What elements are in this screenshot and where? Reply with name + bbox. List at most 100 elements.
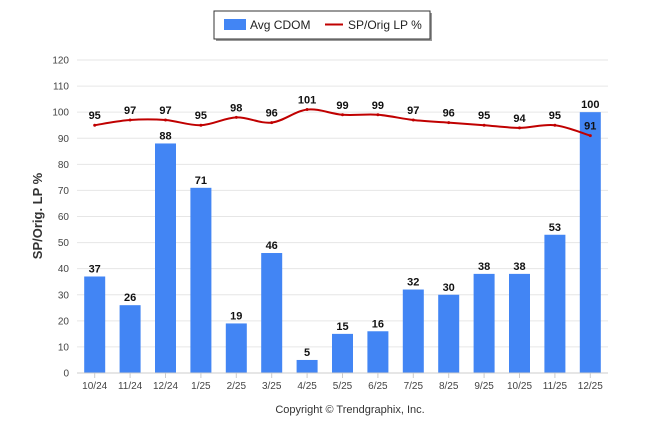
- line-value-label: 99: [372, 100, 384, 112]
- line-value-label: 95: [89, 110, 101, 122]
- line-point: [305, 108, 309, 112]
- x-tick-label: 2/25: [227, 381, 247, 392]
- line-value-label: 95: [195, 110, 207, 122]
- bar: [225, 323, 247, 373]
- y-tick-label: 30: [58, 290, 70, 301]
- line-value-label: 91: [584, 121, 596, 133]
- x-tick-label: 12/24: [153, 381, 178, 392]
- bar: [402, 289, 424, 373]
- bar-value-label: 38: [478, 261, 490, 273]
- x-tick-label: 10/24: [82, 381, 107, 392]
- y-tick-label: 20: [58, 316, 70, 327]
- bar-value-label: 46: [266, 240, 278, 252]
- y-tick-label: 110: [53, 82, 69, 93]
- bar: [579, 112, 601, 374]
- bar: [438, 294, 460, 373]
- y-tick-label: 80: [58, 160, 70, 171]
- line-point: [341, 113, 344, 117]
- axes: 0 10 20 30 40 50 60 70 80 90 100 110 120 10/24 11/24 12…: [52, 56, 608, 392]
- bar: [544, 234, 566, 373]
- line-value-label: 94: [513, 113, 526, 125]
- line-point: [234, 115, 238, 119]
- line-value-label: 101: [298, 95, 316, 107]
- line-value-label: 95: [478, 110, 490, 122]
- bar-value-label: 19: [230, 310, 242, 322]
- line-value-label: 96: [266, 108, 278, 120]
- line-value-label: 95: [549, 110, 561, 122]
- line-point: [93, 123, 97, 127]
- bar-value-label: 37: [89, 263, 101, 275]
- x-tick-label: 4/25: [297, 381, 317, 392]
- bar-value-label: 53: [549, 222, 561, 234]
- y-tick-label: 100: [52, 108, 69, 119]
- line-point: [482, 123, 486, 127]
- bar-value-label: 5: [304, 347, 310, 359]
- bar-value-label: 32: [407, 277, 419, 289]
- bar: [155, 143, 176, 373]
- bar: [261, 253, 283, 373]
- bar-value-label: 26: [124, 292, 136, 304]
- x-tick-label: 6/25: [368, 381, 388, 392]
- line-point: [376, 113, 380, 117]
- legend-bar-swatch: [224, 19, 246, 30]
- line-point: [270, 121, 274, 125]
- legend-bar-label: Avg CDOM: [250, 18, 310, 32]
- line-point: [199, 123, 203, 127]
- line-value-label: 97: [159, 105, 171, 117]
- x-tick-label: 8/25: [439, 381, 459, 392]
- line-point: [518, 126, 521, 130]
- x-tick-label: 12/25: [578, 381, 603, 392]
- bar-value-label: 38: [513, 261, 525, 273]
- bar-value-label: 16: [372, 318, 384, 330]
- line-series: [93, 108, 592, 138]
- line-value-label: 98: [230, 102, 242, 114]
- line-point: [164, 118, 167, 122]
- legend-box: [213, 10, 431, 40]
- bar-series: [84, 112, 601, 374]
- bar: [84, 276, 106, 373]
- bar: [509, 273, 530, 373]
- line-value-label: 97: [407, 105, 419, 117]
- x-tick-label: 1/25: [191, 381, 211, 392]
- line-value-label: 96: [443, 108, 455, 120]
- y-tick-label: 0: [63, 369, 69, 380]
- bar-value-label: 88: [159, 130, 171, 142]
- y-tick-label: 60: [58, 212, 70, 223]
- line-value-label: 99: [336, 100, 348, 112]
- x-tick-label: 11/25: [543, 381, 568, 392]
- legend[interactable]: Avg CDOM SP/Orig LP %: [213, 10, 432, 41]
- line-value-label: 97: [124, 105, 136, 117]
- x-tick-label: 9/25: [474, 381, 494, 392]
- y-axis-title: SP/Orig. LP %: [30, 172, 45, 259]
- line-point: [128, 118, 132, 122]
- bar-value-label: 30: [443, 282, 455, 294]
- y-tick-label: 40: [58, 264, 70, 275]
- y-tick-label: 70: [58, 186, 70, 197]
- x-tick-label: 5/25: [333, 381, 353, 392]
- line-point: [411, 118, 415, 122]
- line-point: [553, 123, 557, 127]
- line-point: [447, 121, 451, 125]
- x-tick-label: 7/25: [404, 381, 424, 392]
- bar: [367, 331, 389, 373]
- bar: [332, 333, 353, 373]
- y-tick-label: 90: [58, 134, 70, 145]
- bar-value-label: 15: [336, 321, 348, 333]
- bar-value-label: 100: [581, 99, 599, 111]
- bar: [119, 305, 141, 373]
- y-tick-label: 10: [58, 342, 70, 353]
- x-tick-label: 10/25: [507, 381, 532, 392]
- x-tick-label: 11/24: [118, 381, 143, 392]
- x-tick-label: 3/25: [262, 381, 282, 392]
- bar: [296, 359, 318, 373]
- y-tick-label: 120: [52, 56, 69, 67]
- line-point: [588, 134, 592, 138]
- copyright-text: Copyright © Trendgraphix, Inc.: [275, 404, 424, 416]
- bar: [190, 187, 212, 373]
- data-labels: 37 26 88 71 19 46 5 15 16 32 30 38 38 53 100 95 97 97 95 98…: [89, 95, 600, 359]
- legend-line-label: SP/Orig LP %: [348, 18, 422, 32]
- bar-value-label: 71: [195, 175, 207, 187]
- y-tick-label: 50: [58, 238, 70, 249]
